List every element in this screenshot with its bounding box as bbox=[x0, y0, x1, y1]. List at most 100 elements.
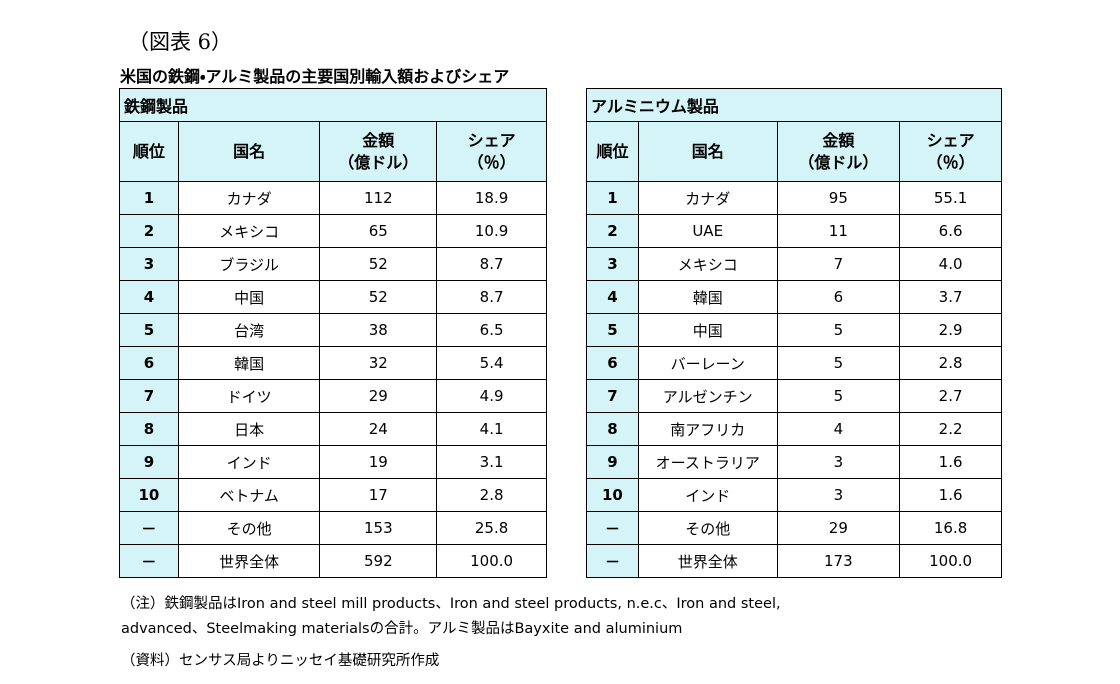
rank-cell: 10 bbox=[119, 478, 179, 512]
rank-cell: 2 bbox=[586, 214, 639, 248]
cell: 5 bbox=[776, 313, 901, 347]
column-header: シェア （％） bbox=[899, 121, 1002, 182]
header-line: （％） bbox=[926, 152, 975, 172]
column-header: 金額 （億ドル） bbox=[319, 121, 438, 182]
cell: メキシコ bbox=[177, 214, 321, 248]
cell: 2.8 bbox=[899, 346, 1002, 380]
rank-cell: 6 bbox=[119, 346, 179, 380]
data-table: 鉄鋼製品 順位 国名 金額 （億ドル） シェア （％） 1 カナダ 112 18.9 2 メキシコ 65 1… bbox=[119, 88, 547, 578]
rank-cell: 4 bbox=[119, 280, 179, 314]
cell: カナダ bbox=[637, 181, 778, 215]
column-header: 順位 bbox=[119, 121, 179, 182]
cell: 38 bbox=[319, 313, 438, 347]
note: （注）鉄鋼製品はIron and steel mill products、Iro… bbox=[121, 596, 781, 612]
table-title: アルミニウム製品 bbox=[586, 88, 1002, 122]
rank-cell: 4 bbox=[586, 280, 639, 314]
rank-cell: 3 bbox=[586, 247, 639, 281]
rank-cell: 9 bbox=[119, 445, 179, 479]
rank-cell: 1 bbox=[586, 181, 639, 215]
rank-cell: 10 bbox=[586, 478, 639, 512]
data-row: 1 カナダ 95 55.1 bbox=[586, 181, 1002, 215]
data-row: 4 韓国 6 3.7 bbox=[586, 280, 1002, 314]
header-line: 金額 bbox=[822, 130, 855, 150]
column-header: 金額 （億ドル） bbox=[776, 121, 901, 182]
cell: 1.6 bbox=[899, 478, 1002, 512]
data-row: 3 ブラジル 52 8.7 bbox=[119, 247, 547, 281]
cell: 7 bbox=[776, 247, 901, 281]
cell: 153 bbox=[319, 511, 438, 545]
rank-cell: 8 bbox=[586, 412, 639, 446]
cell: 南アフリカ bbox=[637, 412, 778, 446]
cell: 2.2 bbox=[899, 412, 1002, 446]
cell: 100.0 bbox=[899, 544, 1002, 578]
cell: 2.8 bbox=[436, 478, 547, 512]
header-line: 国名 bbox=[691, 141, 724, 161]
cell: インド bbox=[177, 445, 321, 479]
cell: 18.9 bbox=[436, 181, 547, 215]
cell: 592 bbox=[319, 544, 438, 578]
data-row: 7 ドイツ 29 4.9 bbox=[119, 379, 547, 413]
data-row: 5 台湾 38 6.5 bbox=[119, 313, 547, 347]
cell: オーストラリア bbox=[637, 445, 778, 479]
cell: 日本 bbox=[177, 412, 321, 446]
header-line: シェア bbox=[467, 130, 516, 150]
column-header: 順位 bbox=[586, 121, 639, 182]
rank-cell: 8 bbox=[119, 412, 179, 446]
cell: 8.7 bbox=[436, 247, 547, 281]
cell: 11 bbox=[776, 214, 901, 248]
column-header: 国名 bbox=[177, 121, 321, 182]
cell: カナダ bbox=[177, 181, 321, 215]
rank-cell: 9 bbox=[586, 445, 639, 479]
cell: UAE bbox=[637, 214, 778, 248]
column-header: シェア （％） bbox=[436, 121, 547, 182]
cell: 2.9 bbox=[899, 313, 1002, 347]
cell: バーレーン bbox=[637, 346, 778, 380]
table-title: 鉄鋼製品 bbox=[119, 88, 547, 122]
cell: 5 bbox=[776, 379, 901, 413]
cell: 52 bbox=[319, 247, 438, 281]
data-row: 9 オーストラリア 3 1.6 bbox=[586, 445, 1002, 479]
cell: 3.7 bbox=[899, 280, 1002, 314]
header-line: （％） bbox=[467, 152, 516, 172]
header-line: 金額 bbox=[362, 130, 395, 150]
cell: その他 bbox=[637, 511, 778, 545]
rank-cell: 3 bbox=[119, 247, 179, 281]
cell: 5 bbox=[776, 346, 901, 380]
cell: 10.9 bbox=[436, 214, 547, 248]
header-line: 国名 bbox=[233, 141, 266, 161]
data-row: 4 中国 52 8.7 bbox=[119, 280, 547, 314]
cell: その他 bbox=[177, 511, 321, 545]
cell: 中国 bbox=[177, 280, 321, 314]
cell: インド bbox=[637, 478, 778, 512]
rank-cell: 5 bbox=[119, 313, 179, 347]
note: advanced、Steelmaking materialsの合計。アルミ製品は… bbox=[121, 621, 683, 637]
header-row: 順位 国名 金額 （億ドル） シェア （％） bbox=[119, 121, 547, 182]
table-title-row: 鉄鋼製品 bbox=[119, 88, 547, 122]
rank-cell: 1 bbox=[119, 181, 179, 215]
header-line: （億ドル） bbox=[798, 152, 879, 172]
header-line: 順位 bbox=[596, 141, 629, 161]
cell: 1.6 bbox=[899, 445, 1002, 479]
cell: 中国 bbox=[637, 313, 778, 347]
data-row: 3 メキシコ 7 4.0 bbox=[586, 247, 1002, 281]
cell: 台湾 bbox=[177, 313, 321, 347]
data-row: －その他 153 25.8 bbox=[119, 511, 547, 545]
cell: 25.8 bbox=[436, 511, 547, 545]
cell: 3.1 bbox=[436, 445, 547, 479]
caption: （図表 6） bbox=[128, 30, 233, 54]
cell: 173 bbox=[776, 544, 901, 578]
data-row: －その他 29 16.8 bbox=[586, 511, 1002, 545]
cell: 4 bbox=[776, 412, 901, 446]
cell: 6.6 bbox=[899, 214, 1002, 248]
cell: ドイツ bbox=[177, 379, 321, 413]
cell: 24 bbox=[319, 412, 438, 446]
note: （資料）センサス局よりニッセイ基礎研究所作成 bbox=[121, 653, 440, 669]
cell: 95 bbox=[776, 181, 901, 215]
cell: 3 bbox=[776, 478, 901, 512]
column-header: 国名 bbox=[637, 121, 778, 182]
header-line: （億ドル） bbox=[338, 152, 419, 172]
cell: 100.0 bbox=[436, 544, 547, 578]
rank-cell: － bbox=[586, 511, 639, 545]
data-row: 5 中国 5 2.9 bbox=[586, 313, 1002, 347]
data-row: 7 アルゼンチン 5 2.7 bbox=[586, 379, 1002, 413]
